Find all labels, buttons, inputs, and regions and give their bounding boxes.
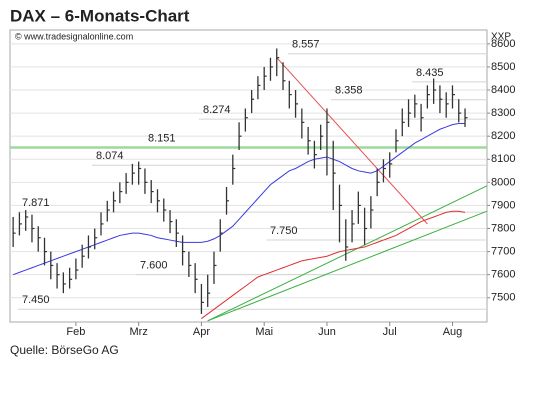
y-tick-label: 8500 [491,61,515,73]
level-label: 8.358 [335,85,363,97]
level-label: 7.600 [140,260,168,272]
x-tick-label: Apr [193,326,210,338]
y-tick-label: 8100 [491,153,515,165]
level-label: 8.151 [148,132,176,144]
x-tick-label: Jun [318,326,336,338]
trend-line [207,185,488,322]
y-tick-label: 8200 [491,130,515,142]
x-tick-label: Mrz [130,326,148,338]
y-tick-label: 8000 [491,176,515,188]
y-tick-label: 8600 [491,38,515,50]
level-label: 8.435 [416,67,444,79]
moving-average [201,210,466,319]
level-label: 8.074 [96,150,124,162]
y-tick-label: 7800 [491,222,515,234]
watermark: © www.tradesignalonline.com [15,31,133,41]
level-label: 7.750 [270,225,298,237]
x-tick-label: Jul [383,326,397,338]
y-tick-label: 7900 [491,199,515,211]
y-tick-label: 7700 [491,246,515,258]
source: Quelle: BörseGo AG [10,343,119,357]
y-tick-label: 8400 [491,84,515,96]
chart-title: DAX – 6-Monats-Chart [10,6,190,25]
plot-frame [9,29,488,323]
y-axis-label: XXP [491,32,511,43]
level-label: 8.274 [203,104,231,116]
y-tick-label: 8300 [491,107,515,119]
level-label: 7.450 [22,294,50,306]
y-tick-label: 7500 [491,292,515,304]
x-tick-label: Aug [443,326,463,338]
x-tick-label: Mai [255,326,273,338]
trend-line [207,210,488,322]
x-tick-label: Feb [66,326,85,338]
trend-line [276,57,428,225]
level-label: 7.871 [22,197,50,209]
level-label: 8.557 [292,39,320,51]
y-tick-label: 7600 [491,269,515,281]
